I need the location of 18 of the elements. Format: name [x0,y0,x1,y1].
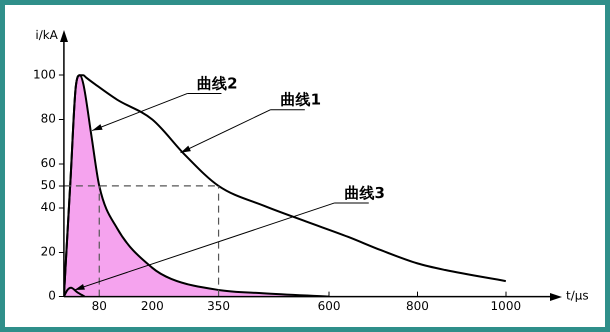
x-tick-label: 80 [92,298,107,313]
y-axis-title: i/kA [35,28,59,42]
y-tick-label: 60 [40,156,56,170]
x-tick-label: 200 [140,298,164,313]
annotation: 曲线2 [197,74,238,93]
y-tick-label: 80 [40,112,56,126]
x-tick-label: 600 [318,298,340,313]
annotation: 曲线3 [344,184,385,202]
x-axis-title: t/μs [566,288,589,303]
x-tick-label: 1000 [490,298,522,313]
y-tick-label: 40 [40,200,56,214]
x-tick-label: 800 [406,298,429,313]
y-tick-label: 100 [33,67,56,82]
x-tick-label: 350 [207,298,230,313]
y-tick-label: 50 [40,178,56,192]
y-tick-label: 0 [48,288,56,303]
annotation: 曲线1 [280,90,322,109]
y-tick-label: 20 [40,244,56,258]
